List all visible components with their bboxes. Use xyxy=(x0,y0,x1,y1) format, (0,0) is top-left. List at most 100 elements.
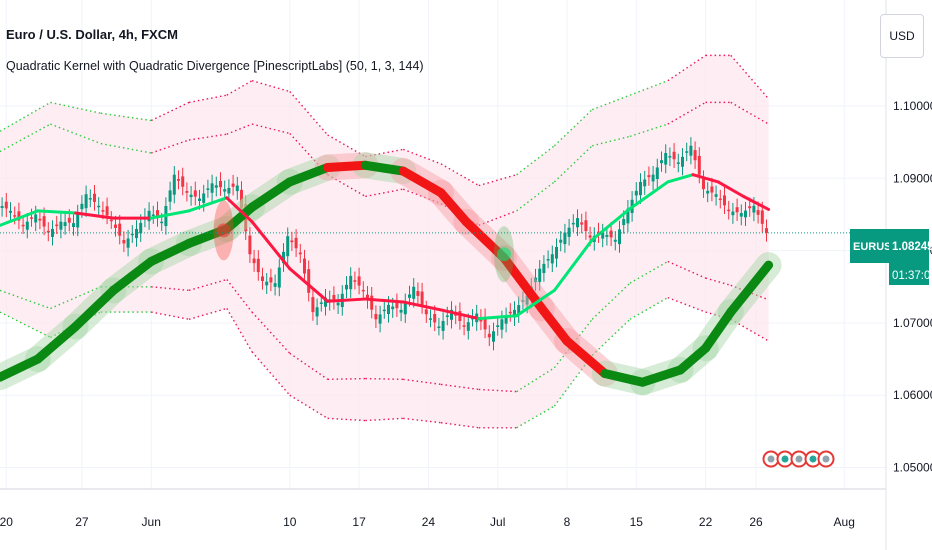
candle-body xyxy=(723,195,726,206)
currency-button[interactable]: USD xyxy=(880,14,924,58)
candle-body xyxy=(689,145,693,156)
kernel_line-seg-5 xyxy=(149,209,191,220)
candle-body xyxy=(420,291,424,306)
candle-body xyxy=(30,217,33,219)
candle-body xyxy=(496,325,500,328)
candle-body xyxy=(441,320,445,331)
candle-body xyxy=(93,193,96,202)
upper_band_1-seg-14 xyxy=(516,181,555,212)
candle-body xyxy=(483,317,487,330)
price-axis[interactable]: 1.050001.060001.070001.080001.090001.100… xyxy=(893,99,932,475)
candle-body xyxy=(466,322,470,331)
candle-body xyxy=(290,240,294,243)
kernel_line-seg-12 xyxy=(401,300,443,312)
candle-body xyxy=(273,283,277,287)
symbol-badge xyxy=(850,229,889,263)
x-tick-label: 27 xyxy=(75,515,89,529)
candle-body xyxy=(601,232,605,239)
candle-body xyxy=(668,156,672,158)
candle-body xyxy=(681,156,684,167)
candle-body xyxy=(34,214,38,223)
upper_band_1-seg-10 xyxy=(365,188,404,198)
candle-body xyxy=(59,221,63,230)
y-tick-label: 1.06000 xyxy=(893,388,932,402)
candle-body xyxy=(542,263,546,274)
kernel_line-seg-13 xyxy=(439,308,481,321)
kernel_line-seg-16 xyxy=(552,238,594,292)
kernel_line-seg-10 xyxy=(326,297,367,303)
lower_band_2-seg-20 xyxy=(730,318,769,342)
lower_band_1-seg-7 xyxy=(251,311,291,354)
lower_band_2-seg-7 xyxy=(251,351,291,396)
upper_band_1-seg-9 xyxy=(327,174,366,197)
candle-body xyxy=(525,295,529,305)
candle-body xyxy=(366,294,369,301)
candle-body xyxy=(84,194,88,209)
candle-body xyxy=(42,216,46,227)
kernel_line-seg-21 xyxy=(716,180,745,198)
candle-body xyxy=(269,277,273,283)
bull-cross-dot xyxy=(497,247,511,262)
event-flag-inner xyxy=(767,455,775,463)
candle-body xyxy=(160,221,164,224)
candle-body xyxy=(198,198,201,201)
lower_band_2-seg-9 xyxy=(327,417,366,422)
candle-body xyxy=(177,179,180,181)
candle-body xyxy=(521,300,525,302)
candle-body xyxy=(458,311,462,321)
indicator-title[interactable]: Quadratic Kernel with Quadratic Divergen… xyxy=(6,59,424,73)
lower_band_1-seg-4 xyxy=(151,286,190,292)
upper_band_1-seg-16 xyxy=(592,135,631,147)
badge-symbol: EURUSD xyxy=(853,241,900,253)
divergence_line-seg-10 xyxy=(323,160,370,172)
candle-body xyxy=(639,181,642,196)
upper_band_1-seg-6 xyxy=(226,123,253,135)
candle-body xyxy=(122,240,126,244)
divergence_line-seg-2 xyxy=(33,322,81,364)
candle-body xyxy=(298,252,302,255)
candle-body xyxy=(0,206,4,208)
candle-body xyxy=(193,190,197,197)
y-tick-label: 1.09000 xyxy=(893,171,932,185)
candle-body xyxy=(114,224,117,228)
candle-body xyxy=(534,277,537,283)
candle-body xyxy=(462,325,466,327)
candle-body xyxy=(252,258,256,264)
band-fill xyxy=(0,55,769,428)
candle-body xyxy=(702,179,705,190)
candle-body xyxy=(130,233,134,236)
candle-body xyxy=(261,276,264,281)
candle-body xyxy=(206,188,210,190)
candle-body xyxy=(559,239,563,243)
candle-body xyxy=(265,281,269,286)
kernel_line-seg-1 xyxy=(0,209,40,227)
kernel_line-seg-11 xyxy=(363,297,405,304)
candle-body xyxy=(51,228,54,237)
candle-body xyxy=(210,183,214,193)
candle-body xyxy=(760,210,764,224)
candle-body xyxy=(311,297,315,313)
bear-cross-dot xyxy=(216,223,231,238)
lower_band_1-seg-15 xyxy=(553,318,593,369)
candle-body xyxy=(651,174,655,182)
candle-body xyxy=(437,326,441,329)
candle-body xyxy=(693,150,697,161)
candle-body xyxy=(181,176,185,187)
lower_band_2-seg-12 xyxy=(440,422,479,429)
time-axis[interactable]: 20 27 Jun 10 17 24 Jul 8 15 22 26 Aug xyxy=(0,515,855,529)
candle-body xyxy=(609,230,613,238)
candle-body xyxy=(76,213,80,228)
kernel_line-seg-3 xyxy=(74,211,115,220)
candle-body xyxy=(672,151,676,160)
upper_band_2-seg-8 xyxy=(289,91,329,136)
event-icons[interactable] xyxy=(762,450,835,468)
candle-body xyxy=(303,258,306,274)
candle-body xyxy=(13,215,17,217)
event-flag-inner xyxy=(809,455,817,463)
candle-body xyxy=(38,218,42,221)
candle-body xyxy=(55,224,59,227)
divergence_line-seg-5 xyxy=(146,238,194,266)
candle-body xyxy=(408,294,411,298)
candle-body xyxy=(357,276,361,286)
